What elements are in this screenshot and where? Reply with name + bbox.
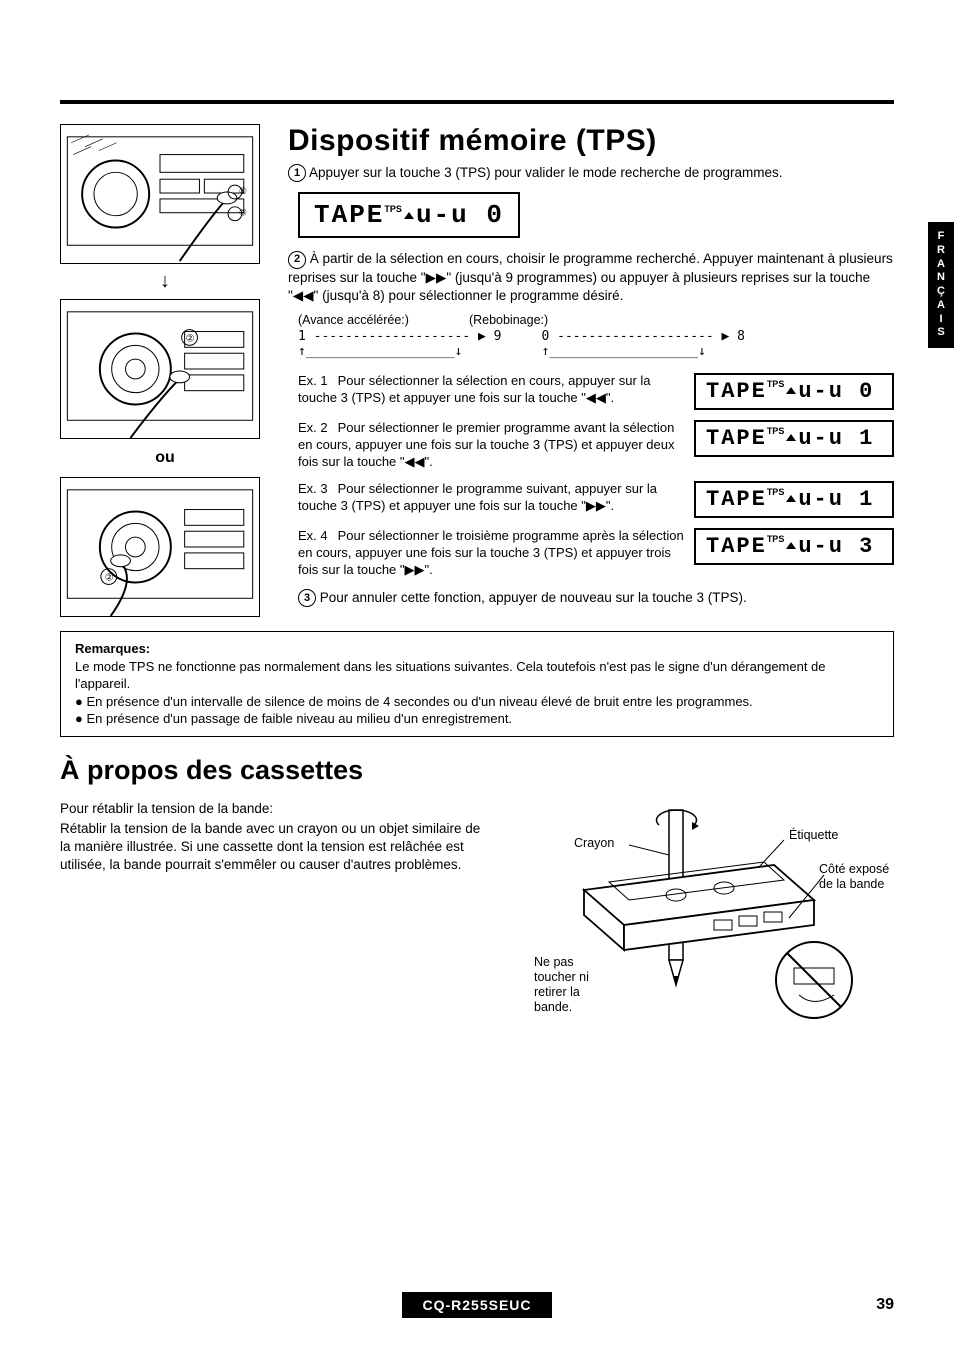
cassette-text-block: Pour rétablir la tension de la bande: Ré… [60, 800, 494, 1040]
tps-title: Dispositif mémoire (TPS) [288, 124, 894, 158]
nav-arrows: 1 -------------------- ▶ 9 ↑____________… [298, 329, 894, 359]
example-1: Ex. 1 Pour sélectionner la sélection en … [288, 373, 894, 410]
cassette-section: Pour rétablir la tension de la bande: Ré… [60, 800, 894, 1040]
lcd-display-main: TAPETPSu-u 0 [298, 192, 520, 238]
page-number: 39 [876, 1296, 894, 1314]
step-1-text: Appuyer sur la touche 3 (TPS) pour valid… [309, 165, 782, 180]
stereo-illustration-3: ② [60, 477, 260, 617]
cassettes-title: À propos des cassettes [60, 755, 894, 786]
rw-range: 0 -------------------- ▶ 8 [542, 329, 746, 344]
remarques-heading: Remarques: [75, 641, 150, 656]
label-nepas: Ne pas toucher ni retirer la bande. [534, 955, 614, 1015]
label-cote: Côté exposé de la bande [819, 862, 899, 892]
top-divider [60, 100, 894, 104]
ex2-text: Pour sélectionner le premier programme a… [298, 420, 675, 469]
svg-text:②: ② [186, 333, 195, 344]
step-3: 3 Pour annuler cette fonction, appuyer d… [288, 589, 894, 607]
cassette-body: Rétablir la tension de la bande avec un … [60, 820, 494, 875]
step-2: 2 À partir de la sélection en cours, cho… [288, 250, 894, 305]
ff-range: 1 -------------------- ▶ 9 [298, 329, 502, 344]
circled-3-icon: 3 [298, 589, 316, 607]
manual-page: FRANÇAIS ① ③ [0, 0, 954, 1354]
nav-labels: (Avance accélérée:) (Rebobinage:) [298, 313, 894, 327]
example-4: Ex. 4 Pour sélectionner le troisième pro… [288, 528, 894, 579]
lcd-ex4: TAPETPSu-u 3 [694, 528, 894, 565]
ff-loop: ↑___________________↓ [298, 344, 502, 359]
language-tab: FRANÇAIS [928, 222, 954, 348]
circled-2-icon: 2 [288, 251, 306, 269]
remarques-bullet-1: ● En présence d'un intervalle de silence… [75, 693, 879, 711]
step-3-text: Pour annuler cette fonction, appuyer de … [320, 590, 747, 605]
rw-label: (Rebobinage:) [469, 313, 548, 327]
ex4-text: Pour sélectionner le troisième programme… [298, 528, 684, 577]
step-2-text: À partir de la sélection en cours, chois… [288, 251, 893, 303]
step-1: 1 Appuyer sur la touche 3 (TPS) pour val… [288, 164, 894, 182]
rw-loop: ↑___________________↓ [542, 344, 746, 359]
remarques-intro: Le mode TPS ne fonctionne pas normalemen… [75, 659, 826, 692]
model-badge: CQ-R255SEUC [402, 1292, 551, 1318]
lcd-ex3: TAPETPSu-u 1 [694, 481, 894, 518]
svg-text:①: ① [239, 186, 247, 196]
cassette-subtitle: Pour rétablir la tension de la bande: [60, 800, 494, 818]
down-arrow-icon: ↓ [60, 270, 270, 293]
stereo-illustration-1: ① ③ [60, 124, 260, 264]
page-footer: CQ-R255SEUC 39 [0, 1292, 954, 1318]
svg-text:②: ② [105, 573, 114, 584]
right-column: Dispositif mémoire (TPS) 1 Appuyer sur l… [288, 124, 894, 617]
stereo-illustration-2: ② [60, 299, 260, 439]
ex2-label: Ex. 2 [298, 420, 334, 437]
ex1-label: Ex. 1 [298, 373, 334, 390]
example-3: Ex. 3 Pour sélectionner le programme sui… [288, 481, 894, 518]
lcd-ex1: TAPETPSu-u 0 [694, 373, 894, 410]
ex3-label: Ex. 3 [298, 481, 334, 498]
left-column: ① ③ ↓ [60, 124, 270, 617]
ff-label: (Avance accélérée:) [298, 313, 409, 327]
remarques-bullet-2: ● En présence d'un passage de faible niv… [75, 710, 879, 728]
remarques-box: Remarques: Le mode TPS ne fonctionne pas… [60, 631, 894, 737]
ex4-label: Ex. 4 [298, 528, 334, 545]
ex1-text: Pour sélectionner la sélection en cours,… [298, 373, 651, 405]
or-label: ou [60, 449, 270, 467]
cassette-diagram: Crayon Étiquette Côté exposé de la bande… [514, 800, 894, 1040]
example-2: Ex. 2 Pour sélectionner le premier progr… [288, 420, 894, 471]
lcd-ex2: TAPETPSu-u 1 [694, 420, 894, 457]
ex3-text: Pour sélectionner le programme suivant, … [298, 481, 657, 513]
circled-1-icon: 1 [288, 164, 306, 182]
label-etiquette: Étiquette [789, 828, 838, 843]
svg-text:③: ③ [239, 208, 247, 218]
label-crayon: Crayon [574, 836, 614, 851]
